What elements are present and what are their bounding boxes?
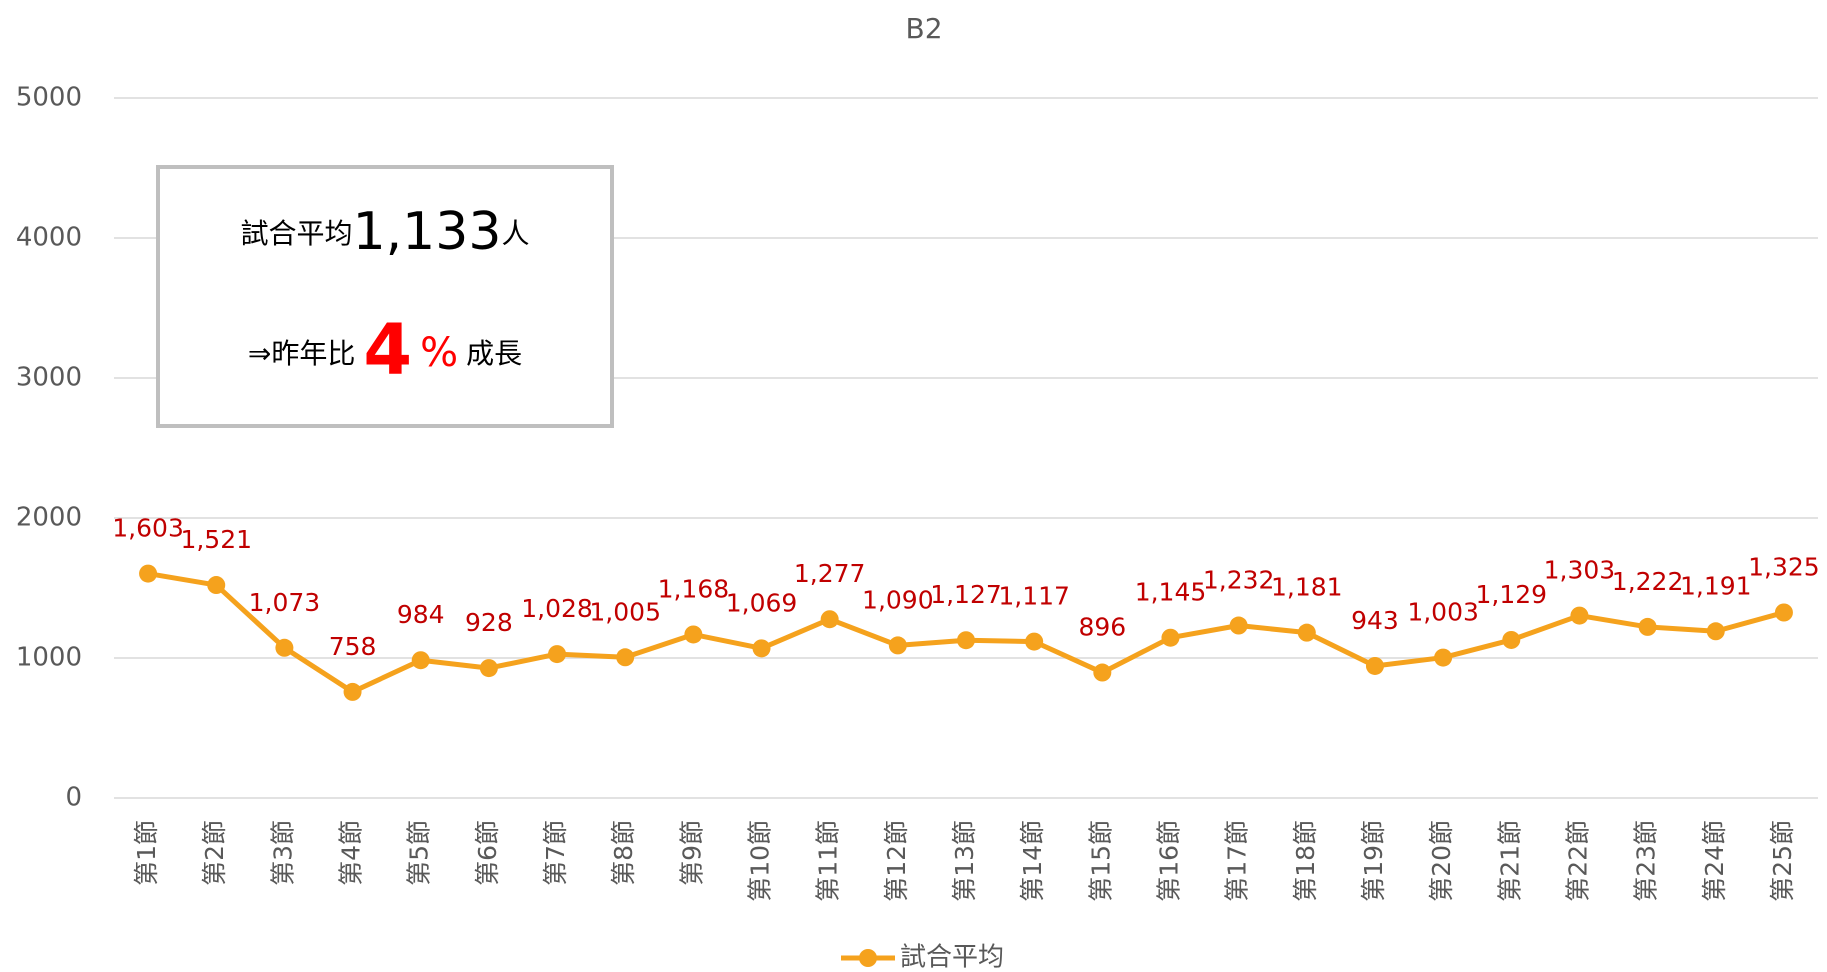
data-label: 1,603 <box>112 514 184 543</box>
data-point <box>1774 603 1793 622</box>
data-point <box>479 659 498 678</box>
x-tick-label: 第15節 <box>1086 820 1115 902</box>
data-point <box>1502 630 1521 649</box>
data-point <box>1093 663 1112 682</box>
x-tick-label: 第12節 <box>882 820 911 902</box>
x-tick-label: 第21節 <box>1495 820 1524 902</box>
annotation-text: 試合平均 <box>241 217 353 250</box>
annotation-line: 試合平均1,133人 <box>241 202 530 262</box>
data-label: 1,191 <box>1680 571 1752 600</box>
x-tick-label: 第17節 <box>1223 820 1252 902</box>
data-point <box>411 651 430 670</box>
data-label: 984 <box>397 600 445 629</box>
data-label: 758 <box>329 632 377 661</box>
data-label: 1,168 <box>658 574 730 603</box>
y-tick-label: 1000 <box>16 643 82 673</box>
x-tick-label: 第2節 <box>200 820 229 886</box>
x-tick-label: 第5節 <box>405 820 434 886</box>
data-point <box>1161 628 1180 647</box>
data-label: 1,117 <box>998 582 1070 611</box>
data-point <box>1638 617 1657 636</box>
data-point <box>343 682 362 701</box>
x-tick-label: 第19節 <box>1359 820 1388 902</box>
x-tick-label: 第9節 <box>677 820 706 886</box>
data-point <box>548 645 567 664</box>
x-tick-label: 第8節 <box>609 820 638 886</box>
data-label: 896 <box>1078 613 1126 642</box>
x-tick-label: 第24節 <box>1700 820 1729 902</box>
annotation-text: 人 <box>501 217 529 250</box>
data-label: 1,222 <box>1612 567 1684 596</box>
x-tick-label: 第18節 <box>1291 820 1320 902</box>
x-tick-label: 第16節 <box>1154 820 1183 902</box>
x-tick-label: 第7節 <box>541 820 570 886</box>
data-point <box>139 564 158 583</box>
data-point <box>1229 616 1248 635</box>
x-tick-label: 第25節 <box>1768 820 1797 902</box>
data-point <box>616 648 635 667</box>
annotation-line: ⇒昨年比 4% 成長 <box>248 309 522 391</box>
data-label: 943 <box>1351 606 1399 635</box>
x-tick-label: 第23節 <box>1632 820 1661 902</box>
data-point <box>1025 632 1044 651</box>
data-point <box>275 638 294 657</box>
data-point <box>1706 622 1725 641</box>
data-point <box>752 639 771 658</box>
y-tick-label: 5000 <box>16 83 82 113</box>
x-tick-label: 第14節 <box>1018 820 1047 902</box>
x-tick-label: 第13節 <box>950 820 979 902</box>
data-label: 1,069 <box>726 588 798 617</box>
chart-title: B2 <box>905 12 942 45</box>
data-label: 1,145 <box>1135 578 1207 607</box>
data-point <box>1297 623 1316 642</box>
legend-label: 試合平均 <box>900 943 1004 972</box>
x-tick-label: 第20節 <box>1427 820 1456 902</box>
y-tick-label: 4000 <box>16 223 82 253</box>
data-point <box>888 636 907 655</box>
data-point <box>207 576 226 595</box>
data-label: 1,129 <box>1475 580 1547 609</box>
annotation-box <box>156 165 614 428</box>
y-tick-label: 2000 <box>16 503 82 533</box>
data-label: 1,003 <box>1407 598 1479 627</box>
y-tick-label: 0 <box>65 783 82 813</box>
data-point <box>820 610 839 629</box>
x-tick-label: 第4節 <box>337 820 366 886</box>
data-label: 1,521 <box>180 525 252 554</box>
data-point <box>1365 656 1384 675</box>
data-label: 1,277 <box>794 559 866 588</box>
x-tick-label: 第6節 <box>473 820 502 886</box>
y-tick-label: 3000 <box>16 363 82 393</box>
data-label: 1,232 <box>1203 566 1275 595</box>
data-label: 1,090 <box>862 585 934 614</box>
data-point <box>684 625 703 644</box>
x-tick-label: 第11節 <box>814 820 843 902</box>
annotation-text: ⇒昨年比 <box>248 337 355 370</box>
x-tick-label: 第10節 <box>746 820 775 902</box>
annotation-text: 成長 <box>466 337 522 370</box>
legend-marker <box>859 949 877 967</box>
data-point <box>1570 606 1589 625</box>
annotation-text: 4 <box>363 309 412 391</box>
data-label: 1,073 <box>249 588 321 617</box>
data-point <box>957 631 975 650</box>
x-tick-label: 第22節 <box>1563 820 1592 902</box>
data-label: 928 <box>465 608 513 637</box>
data-label: 1,325 <box>1748 553 1820 582</box>
x-tick-label: 第3節 <box>268 820 297 886</box>
data-label: 1,028 <box>521 594 593 623</box>
data-label: 1,005 <box>589 597 661 626</box>
data-label: 1,303 <box>1544 556 1616 585</box>
annotation-text: % <box>420 330 458 376</box>
x-tick-label: 第1節 <box>132 820 161 886</box>
data-label: 1,127 <box>930 580 1002 609</box>
data-label: 1,181 <box>1271 573 1343 602</box>
annotation-text: 1,133 <box>353 202 502 262</box>
data-point <box>1434 648 1453 667</box>
